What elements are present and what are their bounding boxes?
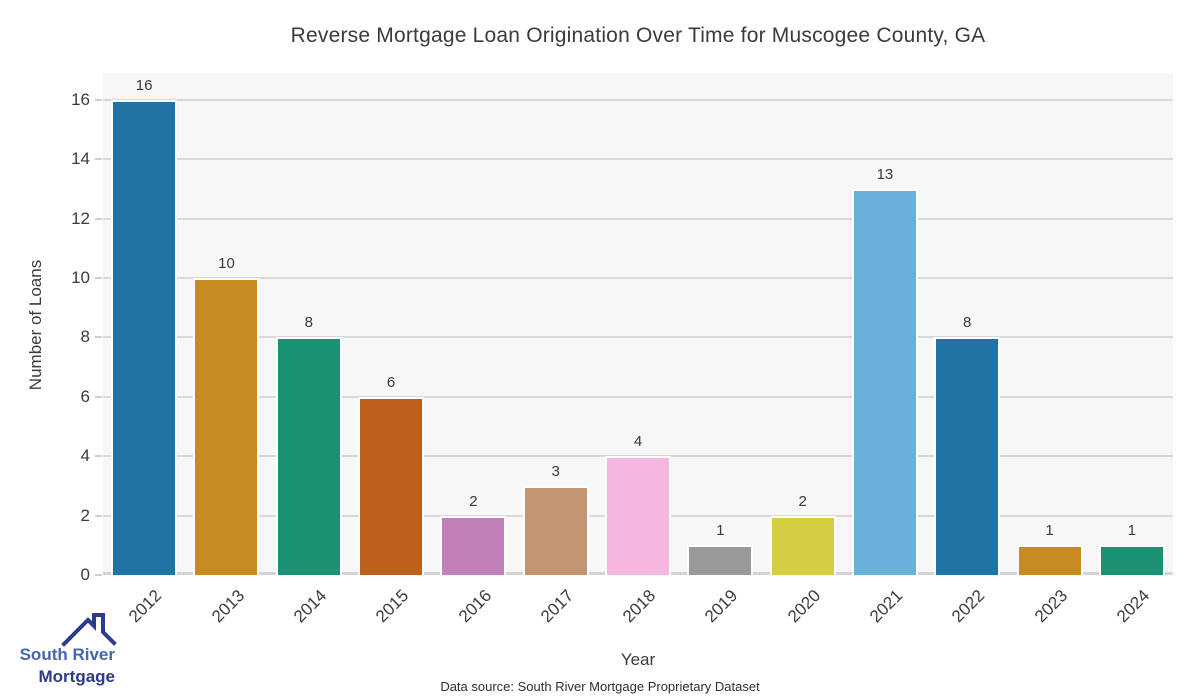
logo-line1: South River [20,645,116,664]
y-tick-mark [95,98,102,101]
bar-value-label-2023: 1 [1045,522,1054,540]
y-tick-mark [95,574,102,576]
y-tick-label-12: 12 [71,208,90,228]
x-tick-label-2019: 2019 [701,586,742,627]
bar-value-label-2021: 13 [876,165,894,183]
plot-area: 16 10 8 6 2 3 4 1 2 13 8 1 1 [103,73,1173,575]
y-tick-mark [95,336,102,339]
logo-line2: Mortgage [39,667,116,686]
house-roof-icon [61,613,117,647]
bar-2018 [605,456,671,575]
x-tick-label-2014: 2014 [290,586,331,627]
x-tick-label-2016: 2016 [454,586,495,627]
bar-2023 [1016,545,1083,575]
bar-value-label-2024: 1 [1127,522,1137,540]
y-tick-label-14: 14 [71,149,90,169]
bar-value-label-2018: 4 [633,433,643,451]
y-tick-mark [95,217,102,220]
y-axis-title: Number of Loans [26,259,45,391]
bar-2020 [769,515,836,575]
gridline-y12 [103,217,1173,220]
bar-2012 [111,99,178,575]
y-tick-label-2: 2 [80,505,90,525]
bar-value-label-2022: 8 [963,314,972,332]
bar-value-label-2013: 10 [218,254,235,272]
bar-value-label-2016: 2 [469,492,478,510]
y-tick-label-8: 8 [80,327,90,347]
gridline-y8 [103,336,1173,339]
gridline-y10 [103,276,1173,279]
bar-2019 [687,545,754,575]
x-tick-label-2024: 2024 [1113,586,1154,627]
y-tick-label-4: 4 [80,446,90,466]
gridline-y6 [103,395,1173,398]
gridline-y14 [103,158,1173,161]
bar-2022 [934,337,1001,575]
bar-value-label-2019: 1 [716,522,725,540]
bar-2024 [1098,545,1165,575]
y-tick-mark [95,276,102,279]
bar-value-label-2017: 3 [551,462,560,480]
y-tick-mark [95,158,102,161]
x-tick-label-2020: 2020 [783,586,825,627]
bar-2013 [193,277,260,575]
y-tick-label-0: 0 [80,565,90,584]
x-tick-label-2017: 2017 [536,586,578,627]
bar-value-label-2012: 16 [135,76,153,94]
bar-value-label-2015: 6 [386,373,396,391]
bar-value-label-2014: 8 [304,314,313,332]
x-tick-label-2022: 2022 [948,586,989,627]
x-tick-label-2021: 2021 [866,586,907,627]
x-tick-label-2015: 2015 [372,586,413,627]
gridline-y16 [103,98,1173,101]
bar-2017 [522,485,589,575]
data-source-note: Data source: South River Mortgage Propri… [440,679,760,694]
chart-title: Reverse Mortgage Loan Origination Over T… [290,24,986,47]
x-tick-label-2013: 2013 [207,586,248,627]
x-tick-label-2023: 2023 [1030,586,1071,627]
bar-2021 [851,188,918,575]
company-logo: South River Mortgage [20,613,117,686]
x-tick-label-2018: 2018 [619,586,660,627]
y-tick-mark [95,395,102,398]
y-tick-label-6: 6 [80,386,90,406]
y-tick-label-16: 16 [71,89,90,109]
x-axis-title: Year [620,650,656,669]
y-tick-label-10: 10 [71,267,90,287]
bar-2014 [275,337,342,575]
bar-2016 [440,515,507,575]
bar-value-label-2020: 2 [798,492,807,510]
x-tick-label-2012: 2012 [125,586,166,627]
y-tick-mark [95,514,102,517]
bar-2015 [358,396,425,575]
y-tick-mark [95,455,102,458]
